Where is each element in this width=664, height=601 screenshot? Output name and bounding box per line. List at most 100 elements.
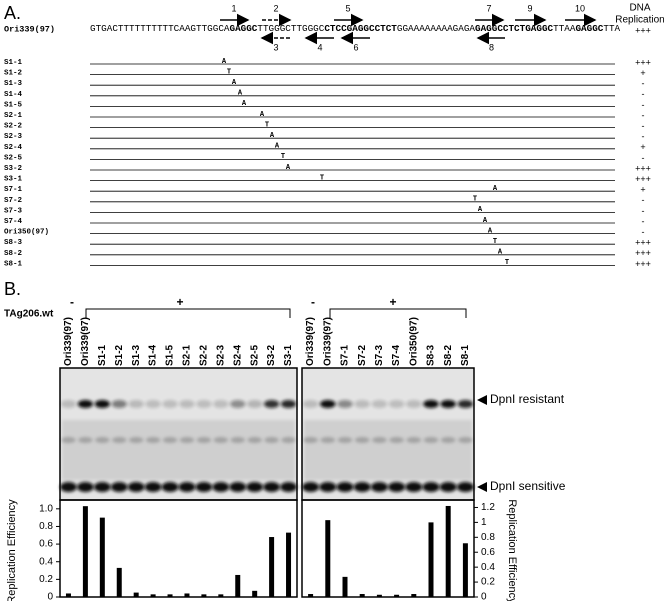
mutant-base: A: [222, 58, 227, 66]
faint-band: [264, 437, 279, 443]
resistant-band: [302, 400, 319, 408]
bar: [376, 594, 382, 597]
mutant-base: A: [493, 185, 498, 193]
replication: +++: [635, 259, 651, 269]
replication: -: [642, 206, 645, 216]
arrow-label: 9: [527, 3, 532, 13]
bracket: [85, 308, 291, 318]
sensitive-band: [127, 482, 145, 492]
mutant-name: S3-2: [4, 165, 23, 173]
replication: -: [642, 100, 645, 110]
resistant-band: [388, 400, 405, 408]
bar: [218, 594, 224, 597]
bar: [82, 506, 88, 597]
lane-label: S2-5: [249, 344, 260, 366]
mutant-base: T: [473, 196, 477, 204]
bar: [411, 594, 417, 597]
sensitive-band: [263, 482, 281, 492]
mutant-name: S1-1: [4, 59, 23, 67]
mutant-base: A: [242, 100, 247, 108]
sequence-segment: CTCC: [324, 23, 347, 34]
bar: [235, 574, 241, 597]
sequence-segment: GAGGC: [575, 23, 603, 34]
lane-label: S2-4: [232, 344, 243, 366]
lane-label: Ori350(97): [408, 317, 419, 366]
lane-label: S2-2: [199, 344, 210, 366]
y-axis-label: Replication Efficiency: [6, 499, 18, 601]
faint-band: [303, 437, 318, 443]
resistant-band: [230, 400, 246, 408]
faint-band: [440, 437, 456, 443]
y-tick-label: 0.6: [39, 539, 53, 550]
mutant-name: S7-3: [4, 207, 23, 215]
arrow-label: 3: [273, 42, 278, 52]
resistant-band: [247, 400, 263, 408]
mutant-name: S2-3: [4, 133, 23, 141]
faint-band: [129, 437, 144, 443]
mutant-name: S8-2: [4, 250, 23, 258]
bar: [184, 593, 190, 597]
panel-label: B.: [4, 279, 21, 299]
lane-label: S7-2: [357, 344, 368, 366]
faint-band: [281, 437, 296, 443]
faint-band: [389, 437, 404, 443]
lane-label: S2-1: [182, 344, 193, 366]
bar: [308, 594, 314, 597]
mutant-name: S7-4: [4, 218, 23, 226]
faint-band: [230, 437, 245, 443]
bar: [394, 594, 400, 597]
y-tick-label: 0.8: [481, 532, 495, 543]
sensitive-band: [178, 482, 196, 492]
y-tick-label: 0.4: [39, 556, 53, 567]
lane-label: S7-4: [391, 344, 402, 366]
sensitive-band: [422, 482, 440, 492]
resistant-band: [213, 400, 229, 408]
resistant-band: [77, 400, 94, 408]
lane-label: Ori339(97): [63, 317, 74, 366]
replication: -: [642, 227, 645, 237]
bar: [269, 537, 275, 597]
arrow-label: 6: [353, 42, 358, 52]
faint-band: [95, 437, 110, 443]
mutant-base: A: [238, 90, 243, 98]
resistant-band: [263, 400, 280, 408]
replication: -: [642, 216, 645, 226]
chart-frame: [301, 499, 475, 598]
sensitive-band: [388, 482, 406, 492]
resistant-band: [337, 400, 353, 408]
mutant-name: S8-3: [4, 239, 23, 247]
bar: [133, 592, 139, 597]
mutant-base: T: [281, 153, 285, 161]
lane-label: S3-1: [283, 344, 294, 366]
lane-label: Ori339(97): [305, 317, 316, 366]
faint-band: [337, 437, 353, 443]
panel-label: A.: [4, 3, 21, 23]
sensitive-band: [319, 482, 337, 492]
mutant-name: S2-5: [4, 154, 23, 162]
arrow-label: 4: [317, 42, 322, 52]
y-tick-label: 1: [481, 517, 487, 528]
sensitive-band: [370, 482, 388, 492]
lane-label: S1-4: [148, 344, 159, 366]
replication: +++: [635, 25, 651, 35]
minus-sign: -: [311, 295, 315, 309]
sequence-segment: GAGGCCTCT: [475, 23, 526, 34]
column-header: Replication: [615, 15, 664, 26]
chart-frame: [59, 499, 298, 598]
lane-label: S8-1: [460, 344, 471, 366]
replication: -: [642, 110, 645, 120]
lane-label: S1-2: [114, 344, 125, 366]
sensitive-band: [144, 482, 162, 492]
arrow-label: 10: [575, 3, 585, 13]
mutant-base: A: [498, 249, 503, 257]
y-axis-label: Replication Efficiency: [506, 499, 518, 601]
column-header: DNA: [629, 3, 650, 14]
arrow-label: 8: [489, 42, 494, 52]
plus-sign: +: [389, 295, 396, 309]
sequence-segment: TTAA: [553, 23, 576, 34]
sensitive-band: [302, 482, 320, 492]
sequence-segment: GAGGCCTCT: [347, 23, 398, 34]
arrow-label: 1: [231, 3, 236, 13]
replication: +++: [635, 248, 651, 258]
